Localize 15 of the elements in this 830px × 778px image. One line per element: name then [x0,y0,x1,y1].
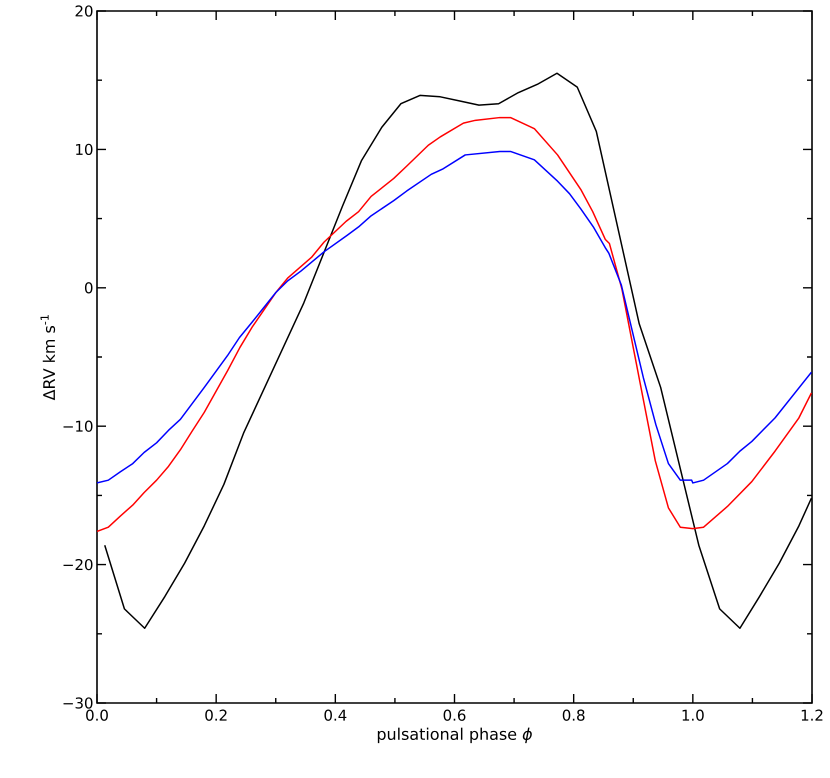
x-tick-label: 0.4 [324,710,346,721]
x-tick-label: 0.0 [86,710,108,721]
y-tick-label: 20 [76,5,92,17]
y-tick-label: −30 [64,697,92,709]
x-tick-label: 0.8 [562,710,585,721]
y-tick-label: 10 [76,144,92,156]
y-tick-label: −10 [64,420,92,432]
y-tick-label: 0 [84,282,92,294]
y-axis-title: ΔRV km s$^{-1}$ [40,315,56,400]
y-tick-label: −20 [64,558,92,570]
x-tick-label: 0.2 [205,710,227,721]
x-tick-label: 0.6 [444,710,466,721]
x-axis-title: pulsational phase ϕ [378,728,532,744]
x-tick-label: 1.2 [802,710,822,721]
x-tick-label: 1.0 [682,710,704,721]
